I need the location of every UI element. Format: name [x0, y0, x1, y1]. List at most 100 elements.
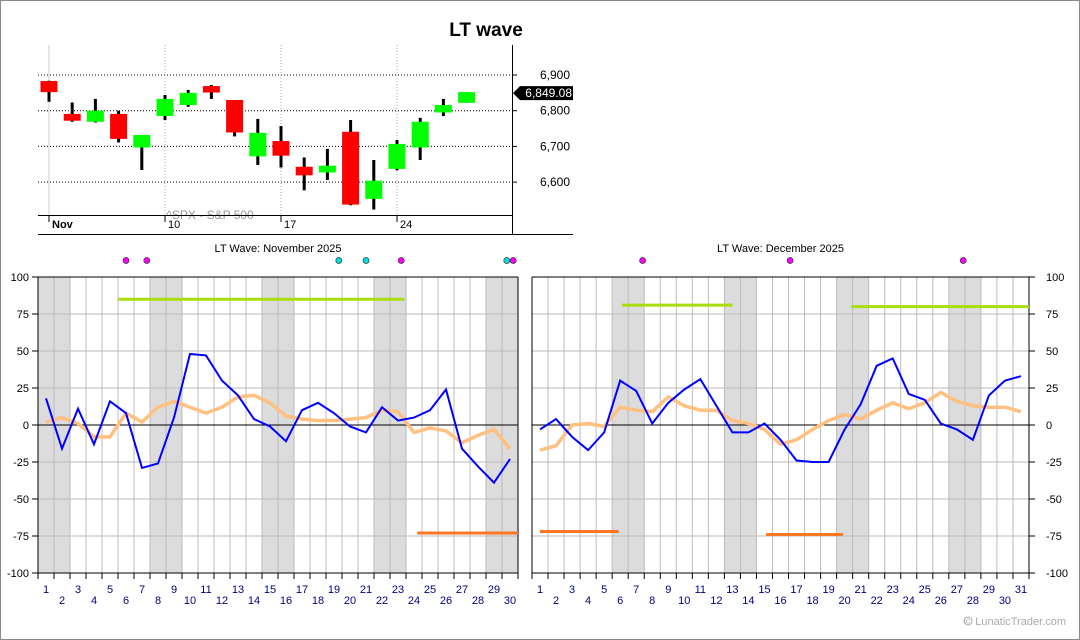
day-label: 18	[806, 595, 818, 607]
candle	[388, 139, 406, 171]
candle-body-down	[295, 166, 313, 176]
candle	[40, 80, 58, 102]
candle-body-up	[179, 92, 197, 105]
value-tick-label: -25	[1046, 457, 1062, 469]
candle	[202, 84, 220, 99]
day-label: 14	[248, 595, 260, 607]
candle	[63, 102, 81, 122]
day-label: 20	[839, 595, 851, 607]
day-label: 1	[537, 584, 543, 596]
day-label: 28	[472, 595, 484, 607]
value-tick-label: 100	[1046, 272, 1064, 284]
candle	[156, 94, 174, 120]
december-wave-panel: LT Wave: December 20251007550250-25-50-7…	[531, 243, 1068, 607]
magenta-signal-dot	[122, 257, 130, 264]
lt-wave-line	[539, 357, 1022, 463]
magenta-signal-dot	[786, 257, 794, 264]
price-tick-label: 6,900	[540, 68, 570, 82]
date-tick-label: 10	[168, 219, 180, 231]
candle-body-down	[40, 81, 58, 93]
value-tick-label: -25	[13, 457, 29, 469]
candle-body-down	[202, 86, 220, 93]
date-tick-label: 24	[400, 219, 412, 231]
candle-body-up	[388, 143, 406, 169]
value-tick-label: -100	[1046, 568, 1068, 580]
candle	[434, 98, 452, 117]
day-label: 25	[424, 584, 436, 596]
candle	[86, 98, 104, 123]
magenta-signal-dot	[509, 257, 517, 264]
candle	[295, 157, 313, 191]
day-label: 14	[742, 595, 754, 607]
magenta-signal-dot	[143, 257, 151, 264]
candle-body-up	[411, 121, 429, 148]
magenta-signal-dot	[959, 257, 967, 264]
day-label: 28	[967, 595, 979, 607]
magenta-signal-dot	[397, 257, 405, 264]
value-tick-label: 75	[1046, 309, 1058, 321]
day-label: 23	[392, 584, 404, 596]
day-label: 2	[59, 595, 65, 607]
day-label: 24	[408, 595, 420, 607]
footer-credit: © LunaticTrader.com	[964, 616, 1066, 628]
day-label: 3	[75, 584, 81, 596]
day-label: 17	[296, 584, 308, 596]
footer: © LunaticTrader.com	[963, 616, 1066, 628]
candle	[226, 99, 244, 137]
value-tick-label: -50	[13, 494, 29, 506]
price-tick-label: 6,800	[540, 104, 570, 118]
date-tick-label: Nov	[52, 219, 74, 231]
price-tick-label: 6,700	[540, 139, 570, 153]
day-label: 11	[695, 584, 706, 596]
copyright-icon	[963, 616, 973, 626]
day-label: 11	[200, 584, 211, 596]
candle	[179, 89, 197, 107]
day-label: 6	[123, 595, 129, 607]
price-tick-label: 6,600	[540, 175, 570, 189]
candle-body-down	[63, 113, 81, 121]
last-price-marker	[513, 86, 573, 101]
day-label: 17	[790, 584, 802, 596]
value-tick-label: -50	[1046, 494, 1062, 506]
cyan-signal-dot	[335, 257, 343, 264]
day-label: 30	[999, 595, 1011, 607]
candle	[458, 92, 476, 103]
panel-title: LT Wave: November 2025	[215, 243, 342, 255]
day-label: 7	[633, 584, 639, 596]
candle	[249, 118, 267, 165]
value-tick-label: 0	[1046, 420, 1052, 432]
value-tick-label: 75	[17, 309, 29, 321]
lt-wave-line	[45, 352, 511, 485]
day-label: 27	[951, 584, 963, 596]
value-tick-label: 0	[23, 420, 29, 432]
value-tick-label: -100	[7, 568, 29, 580]
day-label: 7	[139, 584, 145, 596]
candle	[318, 148, 336, 180]
cyan-signal-dot	[503, 257, 511, 264]
day-label: 22	[871, 595, 883, 607]
value-tick-label: -75	[13, 531, 29, 543]
november-wave-panel: LT Wave: November 20251007550250-25-50-7…	[7, 243, 519, 607]
day-label: 13	[726, 584, 738, 596]
value-tick-label: 50	[1046, 346, 1058, 358]
smoothed-wave-line	[539, 390, 1022, 452]
day-label: 6	[617, 595, 623, 607]
date-tick-label: 17	[284, 219, 296, 231]
day-label: 12	[710, 595, 722, 607]
day-label: 4	[585, 595, 591, 607]
page-title: LT wave	[449, 20, 523, 41]
day-label: 2	[553, 595, 559, 607]
value-tick-label: 25	[17, 383, 29, 395]
day-label: 30	[504, 595, 516, 607]
day-label: 20	[344, 595, 356, 607]
candle-body-down	[110, 113, 128, 139]
day-label: 4	[91, 595, 97, 607]
candle-body-down	[272, 141, 290, 156]
day-label: 29	[983, 584, 995, 596]
candle-body-up	[365, 180, 383, 199]
day-label: 1	[43, 584, 49, 596]
day-label: 16	[280, 595, 292, 607]
day-label: 27	[456, 584, 468, 596]
value-tick-label: 100	[11, 272, 29, 284]
